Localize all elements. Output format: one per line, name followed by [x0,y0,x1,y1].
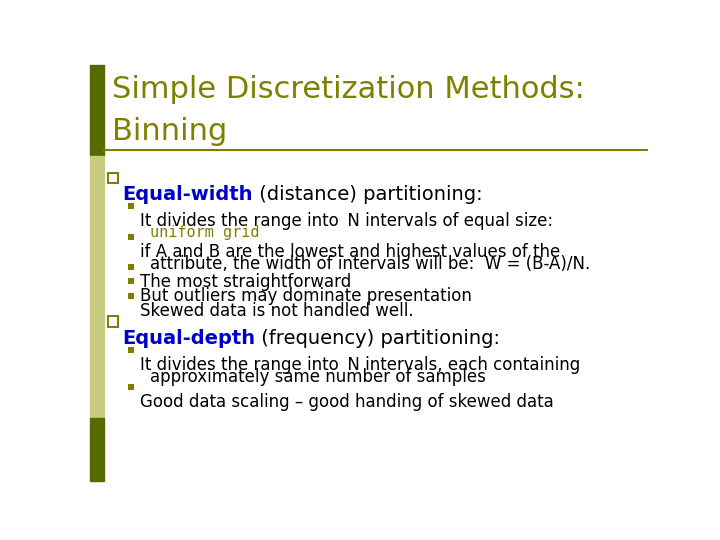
Bar [90,418,104,481]
Bar [128,293,134,299]
Text: uniform grid: uniform grid [150,225,260,240]
Bar [128,264,134,270]
Text: Binning: Binning [112,117,228,146]
Bar [90,65,104,156]
Text: Good data scaling – good handing of skewed data: Good data scaling – good handing of skew… [140,393,554,411]
Text: (frequency) partitioning:: (frequency) partitioning: [256,329,500,348]
Text: But outliers may dominate presentation: But outliers may dominate presentation [140,287,472,305]
Text: It divides the range into  N intervals, each containing: It divides the range into N intervals, e… [140,356,580,374]
Text: Skewed data is not handled well.: Skewed data is not handled well. [140,302,414,320]
Bar [128,203,134,210]
Text: Equal-width: Equal-width [122,185,253,204]
Text: Simple Discretization Methods:: Simple Discretization Methods: [112,75,585,104]
Text: attribute, the width of intervals will be:  W = (B-A)/N.: attribute, the width of intervals will b… [150,255,590,273]
Text: if A and B are the lowest and highest values of the: if A and B are the lowest and highest va… [140,243,560,261]
Bar [108,173,118,183]
Text: It divides the range into  N intervals of equal size:: It divides the range into N intervals of… [140,212,554,231]
Bar [128,384,134,390]
Bar [128,234,134,240]
Text: (distance) partitioning:: (distance) partitioning: [253,185,482,204]
Bar [108,316,118,327]
Text: Equal-depth: Equal-depth [122,329,256,348]
Bar [128,278,134,285]
Text: The most straightforward: The most straightforward [140,273,351,291]
Bar [104,65,648,156]
Bar [128,347,134,353]
Text: approximately same number of samples: approximately same number of samples [150,368,486,386]
Bar [90,156,104,418]
